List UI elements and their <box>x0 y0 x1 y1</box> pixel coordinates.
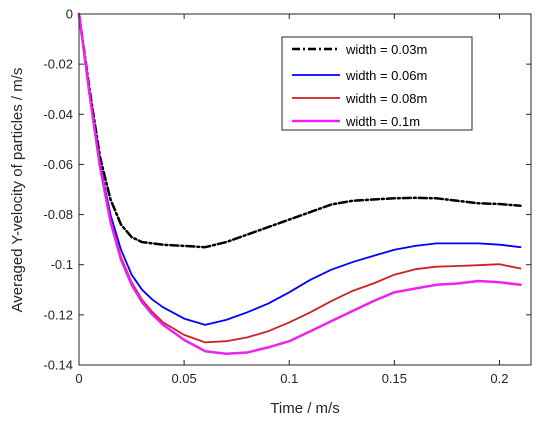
y-tick-label: -0.08 <box>43 207 73 222</box>
legend-box <box>281 36 473 131</box>
y-tick-label: -0.04 <box>43 107 73 122</box>
y-tick-label: 0 <box>66 7 73 22</box>
legend-label-0: width = 0.03m <box>345 42 427 57</box>
series-line-0 <box>77 12 522 249</box>
series-line-1 <box>78 13 522 326</box>
ticks-layer: 0 0.05 0.1 0.15 0.2 0 -0.02 -0.04 -0.06 -0.08 -0.1… <box>43 7 531 386</box>
legend: width = 0.03m width = 0.06m width = 0.08… <box>281 36 473 131</box>
legend-label-1: width = 0.06m <box>345 68 427 83</box>
y-tick-label: -0.14 <box>43 358 73 373</box>
y-tick-label: -0.12 <box>43 307 73 322</box>
x-tick-label: 0.2 <box>490 371 508 386</box>
plot-frame <box>78 13 532 366</box>
y-axis-label: Averaged Y-velocity of particles / m/s <box>9 68 26 313</box>
x-tick-label: 0.05 <box>171 371 196 386</box>
x-tick-label: 0.1 <box>280 371 298 386</box>
series-layer <box>77 12 522 355</box>
y-tick-label: -0.02 <box>43 57 73 72</box>
series-line-3 <box>77 12 522 355</box>
x-tick-label: 0 <box>75 371 82 386</box>
x-axis-label: Time / m/s <box>270 400 339 417</box>
y-tick-label: -0.1 <box>51 257 73 272</box>
legend-label-3: width = 0.1m <box>345 114 420 129</box>
legend-label-2: width = 0.08m <box>345 91 427 106</box>
x-tick-label: 0.15 <box>382 371 407 386</box>
y-tick-label: -0.06 <box>43 157 73 172</box>
